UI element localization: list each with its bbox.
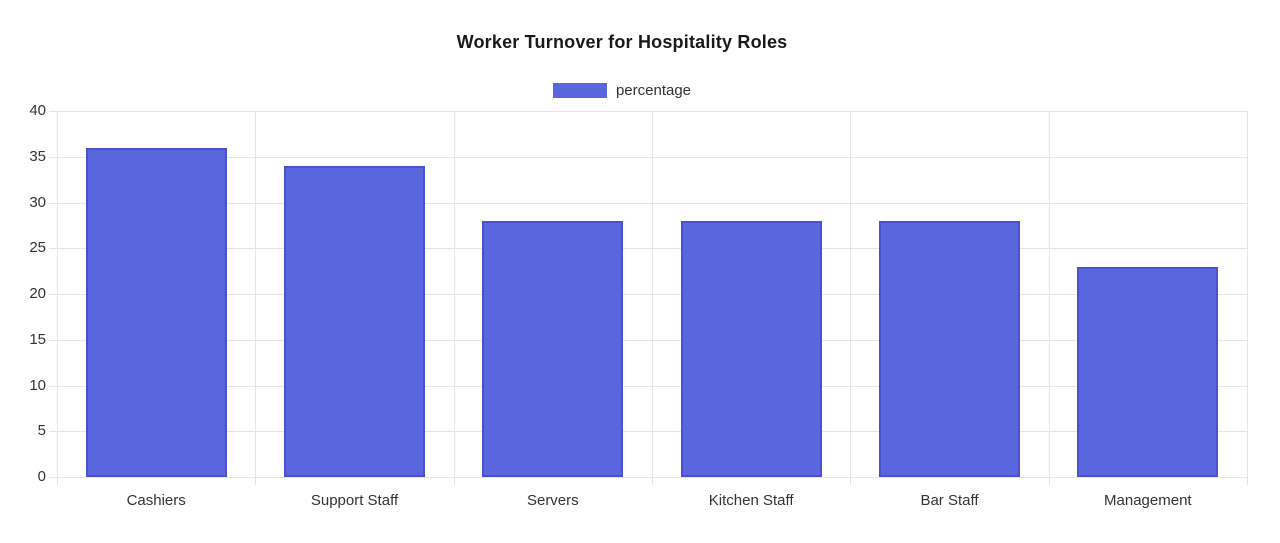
y-tick-label: 0 <box>37 468 46 485</box>
legend-item-percentage[interactable]: percentage <box>0 83 1244 98</box>
y-tick-label: 20 <box>29 285 46 302</box>
bar-management[interactable] <box>1077 266 1219 477</box>
gridline <box>49 202 1247 204</box>
x-axis-label-support-staff: Support Staff <box>310 492 399 509</box>
gridline <box>49 477 1247 478</box>
chart-title: Worker Turnover for Hospitality Roles <box>456 32 788 52</box>
gridline <box>453 111 455 485</box>
bar-servers[interactable] <box>482 220 624 477</box>
gridline <box>49 294 1247 295</box>
y-tick-label: 5 <box>37 422 46 440</box>
gridline <box>1048 111 1050 485</box>
gridline <box>49 431 1247 433</box>
gridline <box>49 248 1247 250</box>
y-tick-label: 40 <box>29 102 46 119</box>
gridline <box>1247 111 1248 485</box>
gridline <box>57 111 58 485</box>
legend-color-swatch <box>552 83 607 98</box>
x-axis-label-management: Management <box>1104 492 1192 509</box>
gridline <box>49 156 1247 158</box>
x-axis-label-cashiers: Cashiers <box>126 492 186 509</box>
bar-bar-staff[interactable] <box>879 220 1020 477</box>
gridline <box>49 339 1247 341</box>
x-axis-label-servers: Servers <box>526 492 579 509</box>
bar-cashiers[interactable] <box>85 147 227 477</box>
y-tick-label: 25 <box>29 239 46 257</box>
y-tick-label: 10 <box>29 376 46 394</box>
y-tick-label: 35 <box>29 147 46 165</box>
x-axis-label-kitchen-staff: Kitchen Staff <box>708 492 794 509</box>
gridline <box>255 111 257 485</box>
x-axis-label-bar-staff: Bar Staff <box>920 492 979 509</box>
legend-label: percentage <box>615 82 692 99</box>
bar-kitchen-staff[interactable] <box>680 220 822 477</box>
gridline <box>850 111 852 485</box>
bar-support-staff[interactable] <box>284 165 425 477</box>
y-tick-label: 30 <box>29 193 46 211</box>
gridline <box>652 111 653 485</box>
y-tick-label: 15 <box>29 330 46 348</box>
gridline <box>49 111 1247 112</box>
gridline <box>49 385 1247 387</box>
